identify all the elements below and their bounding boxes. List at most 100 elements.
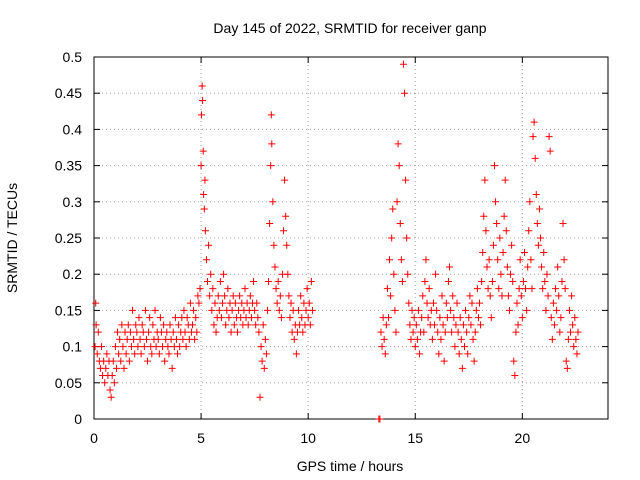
data-point — [106, 386, 114, 394]
data-point — [516, 256, 524, 264]
data-point — [510, 357, 518, 365]
data-point — [195, 299, 203, 307]
data-point — [283, 241, 291, 249]
data-point — [270, 241, 278, 249]
data-point — [183, 314, 191, 322]
data-point — [163, 328, 171, 336]
data-point — [209, 285, 217, 293]
data-point — [302, 306, 310, 314]
data-point — [134, 343, 142, 351]
data-point — [132, 321, 140, 329]
data-point — [503, 263, 511, 271]
y-axis-label: SRMTID / TECUs — [4, 183, 20, 293]
data-point — [285, 292, 293, 300]
data-point — [437, 335, 445, 343]
data-point — [423, 299, 431, 307]
data-point — [444, 277, 452, 285]
data-point — [531, 154, 539, 162]
data-point — [486, 292, 494, 300]
data-point — [547, 314, 555, 322]
data-point — [478, 277, 486, 285]
data-point — [382, 321, 390, 329]
y-tick-label: 0.25 — [55, 230, 82, 246]
data-point — [522, 285, 530, 293]
data-point — [225, 314, 233, 322]
data-point — [142, 335, 150, 343]
data-point — [416, 350, 424, 358]
data-point — [448, 328, 456, 336]
data-point — [144, 357, 152, 365]
data-point — [493, 220, 501, 228]
data-point — [119, 343, 127, 351]
data-point — [198, 111, 206, 119]
data-point — [515, 285, 523, 293]
x-tick-label: 5 — [197, 430, 205, 446]
data-point — [389, 205, 397, 213]
data-point — [440, 357, 448, 365]
data-point — [443, 314, 451, 322]
data-point — [507, 270, 515, 278]
data-point — [495, 285, 503, 293]
data-point — [151, 306, 159, 314]
data-point — [140, 343, 148, 351]
data-point — [148, 350, 156, 358]
data-point — [305, 299, 313, 307]
data-point — [392, 328, 400, 336]
data-point — [573, 350, 581, 358]
data-point — [304, 314, 312, 322]
data-point — [543, 270, 551, 278]
data-point — [540, 248, 548, 256]
data-point — [569, 321, 577, 329]
data-point — [115, 350, 123, 358]
data-point — [254, 314, 262, 322]
data-point — [169, 328, 177, 336]
data-point — [156, 314, 164, 322]
data-point — [164, 343, 172, 351]
data-point — [308, 306, 316, 314]
data-point — [207, 270, 215, 278]
data-point — [479, 248, 487, 256]
data-point — [168, 364, 176, 372]
data-point — [277, 314, 285, 322]
data-point — [228, 306, 236, 314]
data-point — [250, 277, 258, 285]
y-tick-label: 0.4 — [63, 121, 83, 137]
data-point — [377, 328, 385, 336]
data-point — [451, 343, 459, 351]
data-point — [435, 350, 443, 358]
data-point — [523, 306, 531, 314]
data-point — [453, 299, 461, 307]
data-point — [258, 357, 266, 365]
data-point — [394, 140, 402, 148]
data-point — [405, 299, 413, 307]
data-point — [492, 198, 500, 206]
data-point — [215, 306, 223, 314]
data-point — [182, 343, 190, 351]
data-point — [552, 285, 560, 293]
data-point — [229, 292, 237, 300]
y-tick-label: 0.2 — [63, 266, 83, 282]
data-point — [200, 205, 208, 213]
data-point — [462, 306, 470, 314]
data-point — [454, 328, 462, 336]
data-point — [500, 212, 508, 220]
data-point — [471, 328, 479, 336]
data-point — [222, 321, 230, 329]
data-point — [190, 306, 198, 314]
y-tick-label: 0.3 — [63, 194, 83, 210]
data-point — [509, 277, 517, 285]
data-point — [464, 350, 472, 358]
data-point — [152, 343, 160, 351]
data-point — [224, 285, 232, 293]
data-point — [284, 270, 292, 278]
data-point — [376, 415, 384, 423]
data-point — [274, 277, 282, 285]
y-tick-label: 0 — [74, 411, 82, 427]
data-point — [212, 328, 220, 336]
data-point — [201, 176, 209, 184]
data-point — [498, 292, 506, 300]
data-point — [393, 198, 401, 206]
data-point — [517, 292, 525, 300]
data-point — [558, 277, 566, 285]
data-point — [428, 335, 436, 343]
